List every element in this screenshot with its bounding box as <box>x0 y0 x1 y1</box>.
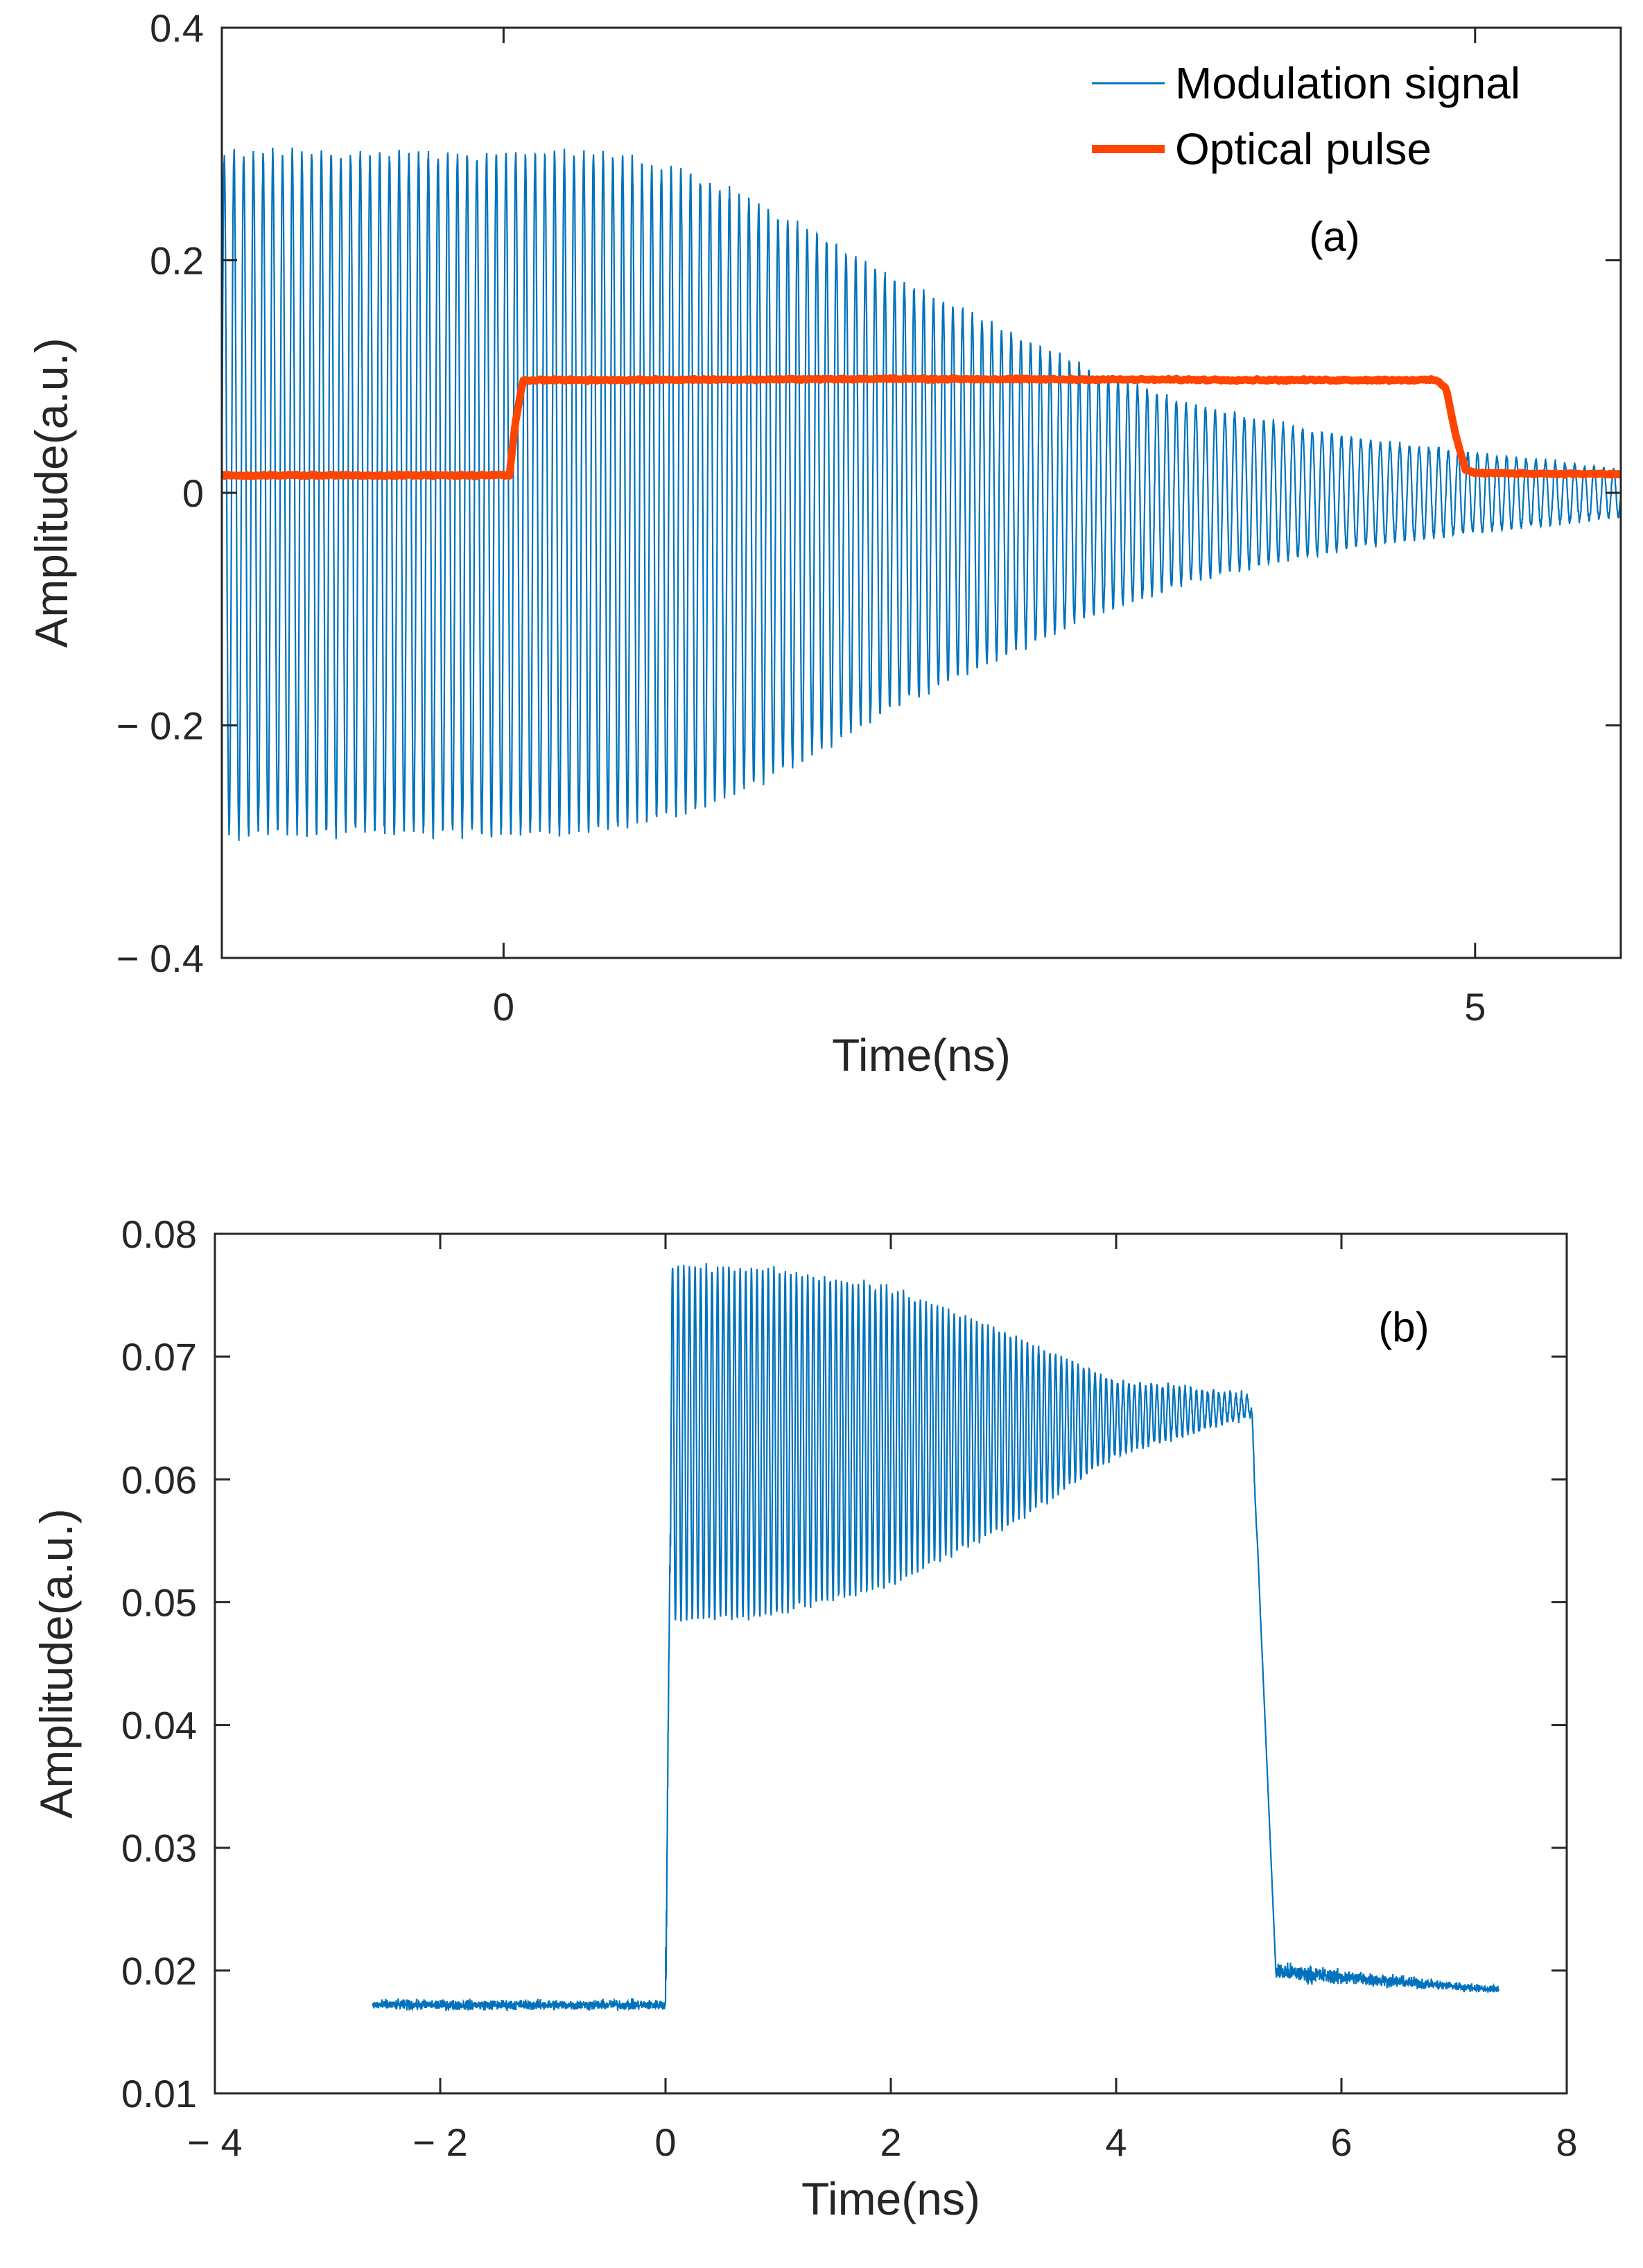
panel-label-a: (a) <box>1309 213 1359 260</box>
x-tick-label: 4 <box>1105 2120 1127 2164</box>
x-tick-label: 5 <box>1464 985 1486 1029</box>
chart-a: 0 5 0.4 0.2 0 − 0.2 − 0.4 Time(ns) Amplitude(a… <box>26 6 1622 1081</box>
y-tick-label: 0.08 <box>121 1212 197 1256</box>
x-axis-title-b: Time(ns) <box>801 2173 980 2224</box>
y-tick-label: − 0.4 <box>116 936 204 980</box>
x-tick-label: 8 <box>1556 2120 1577 2164</box>
legend-label-modulation: Modulation signal <box>1175 58 1520 108</box>
y-tick-label: 0.01 <box>121 2072 197 2116</box>
y-tick-label: 0.4 <box>150 6 204 50</box>
chart-b: − 4 − 2 0 2 4 6 8 0.08 0.07 0.06 0.05 0.04 0.03 0.02 0… <box>31 1212 1578 2224</box>
y-tick-label: 0.2 <box>150 239 204 283</box>
x-tick-label: 0 <box>493 985 514 1029</box>
x-tick-label: 6 <box>1330 2120 1352 2164</box>
series-optical-pulse <box>222 374 1621 480</box>
ticks-b: − 4 − 2 0 2 4 6 8 0.08 0.07 0.06 0.05 0.04 0.03 0.02 0… <box>121 1212 1578 2164</box>
plot-area-b <box>372 1263 1500 2012</box>
x-tick-label: − 4 <box>187 2120 242 2164</box>
series-modulation-signal <box>222 147 1621 841</box>
x-axis-title-a: Time(ns) <box>832 1029 1011 1081</box>
x-tick-label: 0 <box>654 2120 676 2164</box>
x-tick-label: − 2 <box>412 2120 467 2164</box>
plot-area-a <box>222 147 1621 841</box>
y-tick-label: 0.04 <box>121 1704 197 1747</box>
y-axis-title-b: Amplitude(a.u.) <box>31 1508 82 1819</box>
y-tick-label: 0 <box>182 471 204 515</box>
x-tick-label: 2 <box>880 2120 901 2164</box>
panel-label-b: (b) <box>1378 1304 1429 1350</box>
y-tick-label: − 0.2 <box>116 704 204 748</box>
legend-a: Modulation signal Optical pulse <box>1092 58 1520 174</box>
y-tick-label: 0.02 <box>121 1949 197 1993</box>
y-tick-label: 0.06 <box>121 1458 197 1501</box>
series-pulse-signal <box>372 1263 1500 2012</box>
y-axis-title-a: Amplitude(a.u.) <box>26 338 77 648</box>
y-tick-label: 0.07 <box>121 1335 197 1379</box>
legend-label-optical: Optical pulse <box>1175 124 1432 174</box>
y-tick-label: 0.03 <box>121 1826 197 1870</box>
ticks-a: 0 5 0.4 0.2 0 − 0.2 − 0.4 <box>116 6 1621 1029</box>
y-tick-label: 0.05 <box>121 1580 197 1624</box>
